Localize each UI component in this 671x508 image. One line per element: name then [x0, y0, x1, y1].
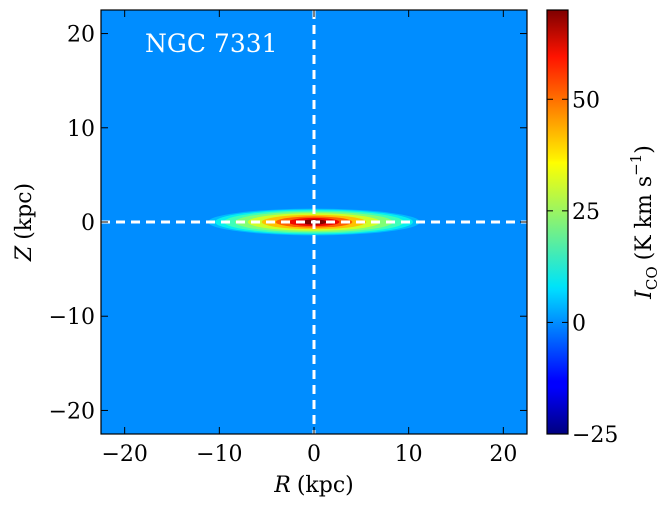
colorbar-label-var: I [632, 289, 657, 300]
y-tick-label: −10 [49, 305, 95, 330]
x-tick-label: 10 [395, 442, 423, 467]
colorbar-label-exp: −1 [627, 154, 645, 176]
x-tick-label: −20 [101, 442, 147, 467]
y-tick-label: 10 [67, 117, 95, 142]
colorbar-tick-label: −25 [572, 423, 618, 448]
galaxy-name-label: NGC 7331 [145, 29, 278, 58]
x-axis-unit: (kpc) [297, 473, 354, 498]
co-disk-emission [208, 208, 420, 236]
y-axis-var: Z [12, 245, 37, 262]
colorbar-label-close: ) [632, 145, 657, 154]
y-tick-label: −20 [49, 399, 95, 424]
colorbar-tick-label: 0 [572, 311, 586, 336]
plot-area [101, 10, 527, 434]
y-tick-label: 0 [81, 211, 95, 236]
colorbar-ticks: −25 0 25 50 [547, 88, 618, 448]
x-axis: −20 −10 0 10 20 [101, 10, 517, 467]
colorbar [546, 9, 569, 435]
colorbar-label-sub: CO [643, 266, 661, 290]
y-tick-label: 20 [67, 23, 95, 48]
colorbar-label-unit: (K km s [632, 176, 657, 261]
x-axis-var: R [273, 473, 291, 498]
x-tick-label: 20 [489, 442, 517, 467]
x-tick-label: 0 [307, 442, 321, 467]
x-tick-label: −10 [196, 442, 242, 467]
colorbar-label: ICO (K km s−1) [627, 145, 661, 300]
y-axis-label: Z (kpc) [12, 183, 37, 262]
y-axis-unit: (kpc) [12, 183, 37, 240]
colorbar-tick-label: 50 [572, 88, 600, 113]
y-axis: −20 −10 0 10 20 [49, 23, 527, 424]
x-axis-label: R (kpc) [273, 473, 353, 498]
colorbar-tick-label: 25 [572, 200, 600, 225]
